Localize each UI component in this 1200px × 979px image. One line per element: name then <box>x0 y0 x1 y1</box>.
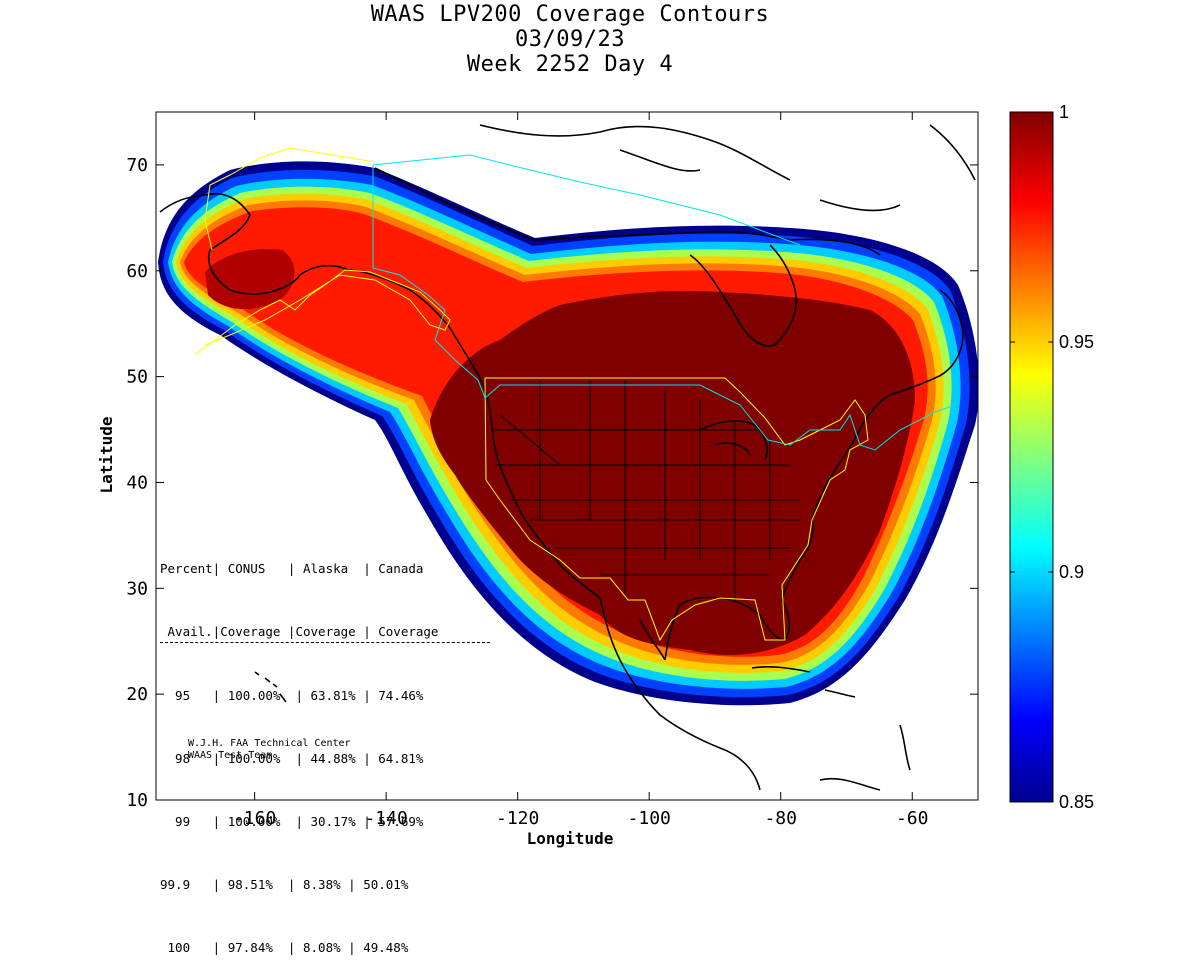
y-tick-label: 50 <box>126 367 148 388</box>
x-tick-label: -140 <box>364 808 407 829</box>
state-grid <box>495 380 800 600</box>
alaska-coast <box>159 193 451 329</box>
great-lakes <box>699 420 768 461</box>
contour-0995 <box>205 249 295 310</box>
credit-line-2: WAAS Test Team <box>188 750 273 761</box>
table-row: 99 | 100.00% | 30.17% | 57.69% <box>160 814 424 829</box>
table-row: 95 | 100.00% | 63.81% | 74.46% <box>160 688 424 703</box>
contour-100 <box>430 290 915 655</box>
hudson-bay <box>689 244 798 347</box>
y-tick-label: 70 <box>126 155 148 176</box>
colorbar <box>1009 111 1054 803</box>
coverage-table: Percent| CONUS | Alaska | Canada Avail.|… <box>160 516 490 979</box>
y-axis: 10 20 30 40 50 60 70 <box>126 155 978 811</box>
conus-outline <box>484 377 869 642</box>
x-tick-label: -160 <box>233 808 276 829</box>
coverage-plot: -160 -140 -120 -100 -80 -60 10 20 30 40 50 60 70 Lo… <box>97 102 1094 848</box>
plot-frame <box>155 111 979 801</box>
x-tick-label: -100 <box>628 808 671 829</box>
table-row: 98 | 100.00% | 44.88% | 64.81% <box>160 751 424 766</box>
chart-date: 03/09/23 <box>515 27 625 52</box>
caribbean <box>751 665 911 791</box>
x-tick-label: -60 <box>896 808 929 829</box>
chart-subtitle: Week 2252 Day 4 <box>466 52 674 77</box>
credit-line-1: W.J.H. FAA Technical Center <box>188 738 351 749</box>
y-tick-label: 30 <box>126 578 148 599</box>
alaska-outline <box>194 147 451 356</box>
table-row: 99.9 | 98.51% | 8.38% | 50.01% <box>160 877 409 892</box>
gulf-coast <box>664 519 814 661</box>
x-axis: -160 -140 -120 -100 -80 -60 <box>233 112 929 829</box>
hawaii-islands <box>254 671 287 703</box>
table-header-1: Percent| CONUS | Alaska | Canada <box>160 561 424 576</box>
table-row: 100 | 97.84% | 8.08% | 49.48% <box>160 940 409 955</box>
mexico-coast <box>599 597 761 791</box>
x-axis-label: Longitude <box>527 829 614 848</box>
colorbar-tick-label: 0.95 <box>1059 332 1094 352</box>
arctic-islands <box>479 124 976 212</box>
y-tick-label: 40 <box>126 472 148 493</box>
y-tick-label: 10 <box>126 790 148 811</box>
credit-text: W.J.H. FAA Technical Center WAAS Test Te… <box>188 738 351 762</box>
region-outlines <box>194 147 956 642</box>
table-header-2: Avail.|Coverage |Coverage | Coverage <box>160 621 490 643</box>
chart-title: WAAS LPV200 Coverage Contours <box>370 2 770 27</box>
x-tick-label: -80 <box>764 808 797 829</box>
east-coast <box>811 289 964 521</box>
colorbar-tick-label: 0.9 <box>1059 562 1084 582</box>
y-tick-label: 20 <box>126 684 148 705</box>
colorbar-tick-label: 1 <box>1059 102 1069 122</box>
north-coast <box>374 167 881 256</box>
canada-outline <box>372 154 956 451</box>
y-axis-label: Latitude <box>97 416 116 493</box>
colorbar-ticks: 1 0.95 0.9 0.85 <box>1010 102 1094 812</box>
x-tick-label: -120 <box>496 808 539 829</box>
colorbar-tick-label: 0.85 <box>1059 792 1094 812</box>
y-tick-label: 60 <box>126 261 148 282</box>
coverage-contours <box>158 161 978 706</box>
